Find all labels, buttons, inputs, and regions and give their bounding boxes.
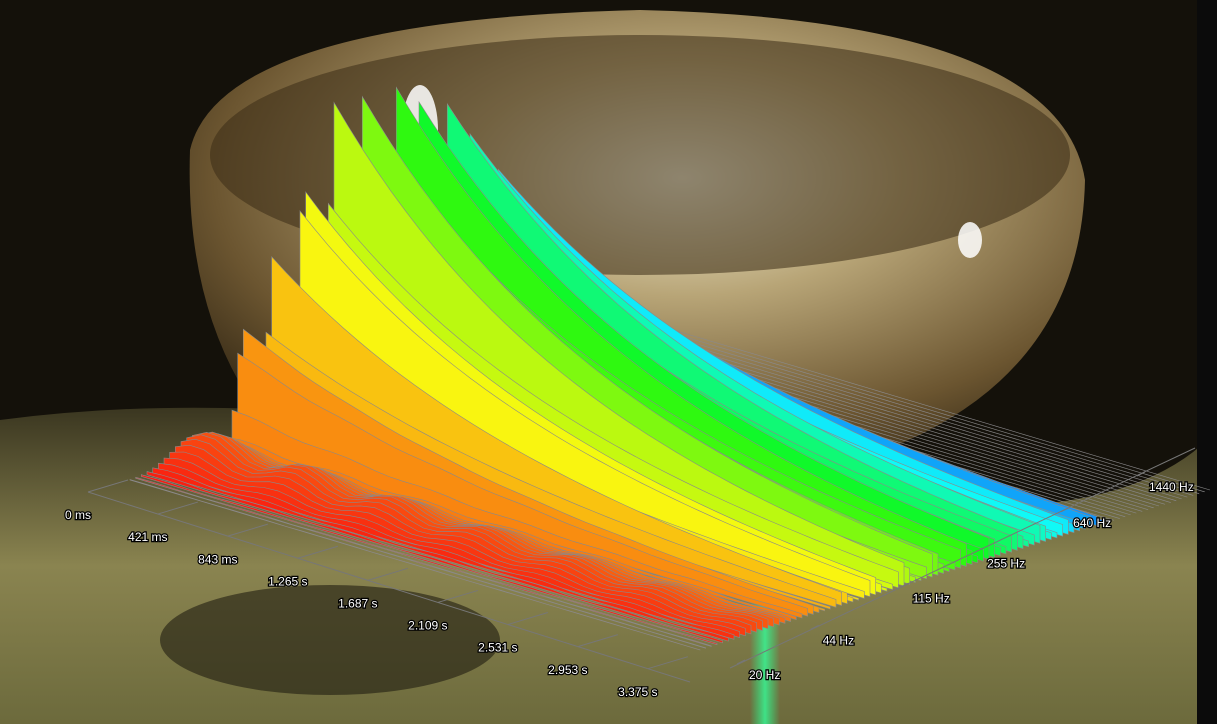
x-tick-label: 1.687 s [338,596,377,610]
x-tick-label: 2.953 s [548,663,587,677]
y-tick-label: 1440 Hz [1149,480,1194,494]
y-tick-label: 44 Hz [823,634,854,648]
shadow [160,585,500,695]
frame-edge [1197,0,1217,724]
highlight [958,222,982,258]
x-tick-label: 2.109 s [408,619,447,633]
chart: 0 ms 421 ms 843 ms 1.265 s 1.687 s 2.109 s 2.5… [0,0,1217,724]
x-tick-label: 421 ms [128,530,167,544]
x-tick-label: 843 ms [198,552,237,566]
x-tick-label: 1.265 s [268,574,307,588]
x-tick-label: 3.375 s [618,685,657,699]
x-tick-label: 2.531 s [478,641,517,655]
page: 0 ms 421 ms 843 ms 1.265 s 1.687 s 2.109 s 2.5… [0,0,1217,724]
y-tick-label: 20 Hz [749,668,780,682]
y-tick-label: 115 Hz [913,591,950,605]
y-tick-label: 255 Hz [987,556,1025,570]
y-tick-label: 640 Hz [1073,516,1111,530]
x-tick-label: 0 ms [65,508,91,522]
